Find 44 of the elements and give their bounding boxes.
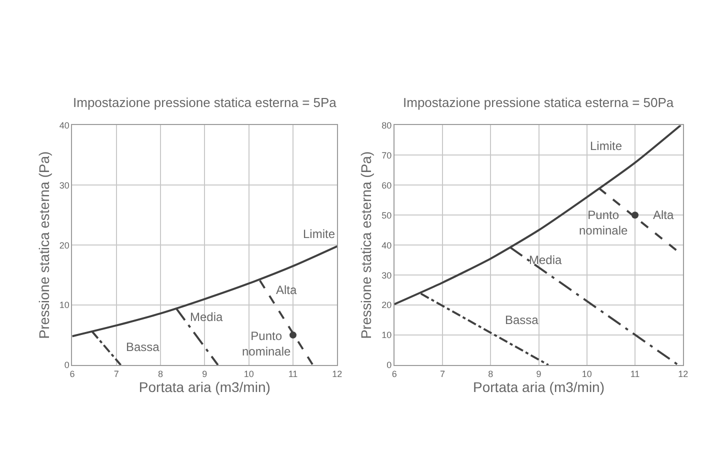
series-label: Bassa (126, 340, 160, 354)
y-tick-label: 60 (382, 180, 392, 190)
y-tick-label: 80 (382, 120, 392, 130)
x-tick-label: 12 (332, 368, 342, 379)
series-label: Media (529, 253, 562, 267)
y-tick-label: 20 (382, 300, 392, 310)
series-label: Limite (590, 139, 622, 153)
y-axis-title: Pressione statica esterna (Pa) (36, 151, 52, 339)
y-tick-label: 10 (382, 330, 392, 340)
series-label: Punto nominale (579, 208, 628, 238)
y-tick-label: 50 (382, 210, 392, 220)
y-tick-label: 70 (382, 150, 392, 160)
y-tick-label: 30 (382, 270, 392, 280)
x-tick-label: 9 (202, 368, 208, 379)
y-tick-label: 40 (59, 120, 70, 130)
x-tick-label: 8 (158, 368, 164, 379)
x-axis-title: Portata aria (m3/min) (473, 379, 605, 396)
x-tick-label: 10 (582, 368, 592, 379)
x-tick-label: 7 (114, 368, 119, 379)
x-tick-label: 9 (536, 368, 542, 379)
y-tick-label: 40 (382, 240, 392, 250)
x-tick-label: 6 (70, 368, 75, 379)
x-tick-label: 7 (440, 368, 446, 379)
series-label: Punto nominale (242, 329, 292, 359)
x-tick-label: 10 (244, 368, 254, 379)
y-axis-title: Pressione statica esterna (Pa) (358, 151, 374, 339)
x-axis-title: Portata aria (m3/min) (138, 379, 270, 396)
x-tick-label: 12 (678, 368, 688, 379)
y-tick-label: 0 (64, 360, 70, 370)
series-label: Alta (653, 208, 674, 222)
x-tick-label: 8 (488, 368, 494, 379)
x-tick-label: 11 (288, 368, 298, 379)
x-tick-label: 6 (392, 368, 397, 379)
series-label: Alta (276, 283, 298, 297)
series-label: Limite (303, 227, 336, 241)
x-tick-label: 11 (630, 368, 640, 379)
y-tick-label: 0 (386, 360, 392, 370)
y-tick-label: 20 (59, 240, 70, 250)
series-label: Bassa (505, 313, 539, 327)
series-label: Media (190, 310, 224, 324)
y-tick-label: 10 (59, 300, 70, 310)
chart-title: Impostazione pressione statica esterna = 5Pa (73, 95, 338, 110)
y-tick-label: 30 (59, 180, 70, 190)
chart-title: Impostazione pressione statica esterna = 50Pa (403, 95, 674, 110)
